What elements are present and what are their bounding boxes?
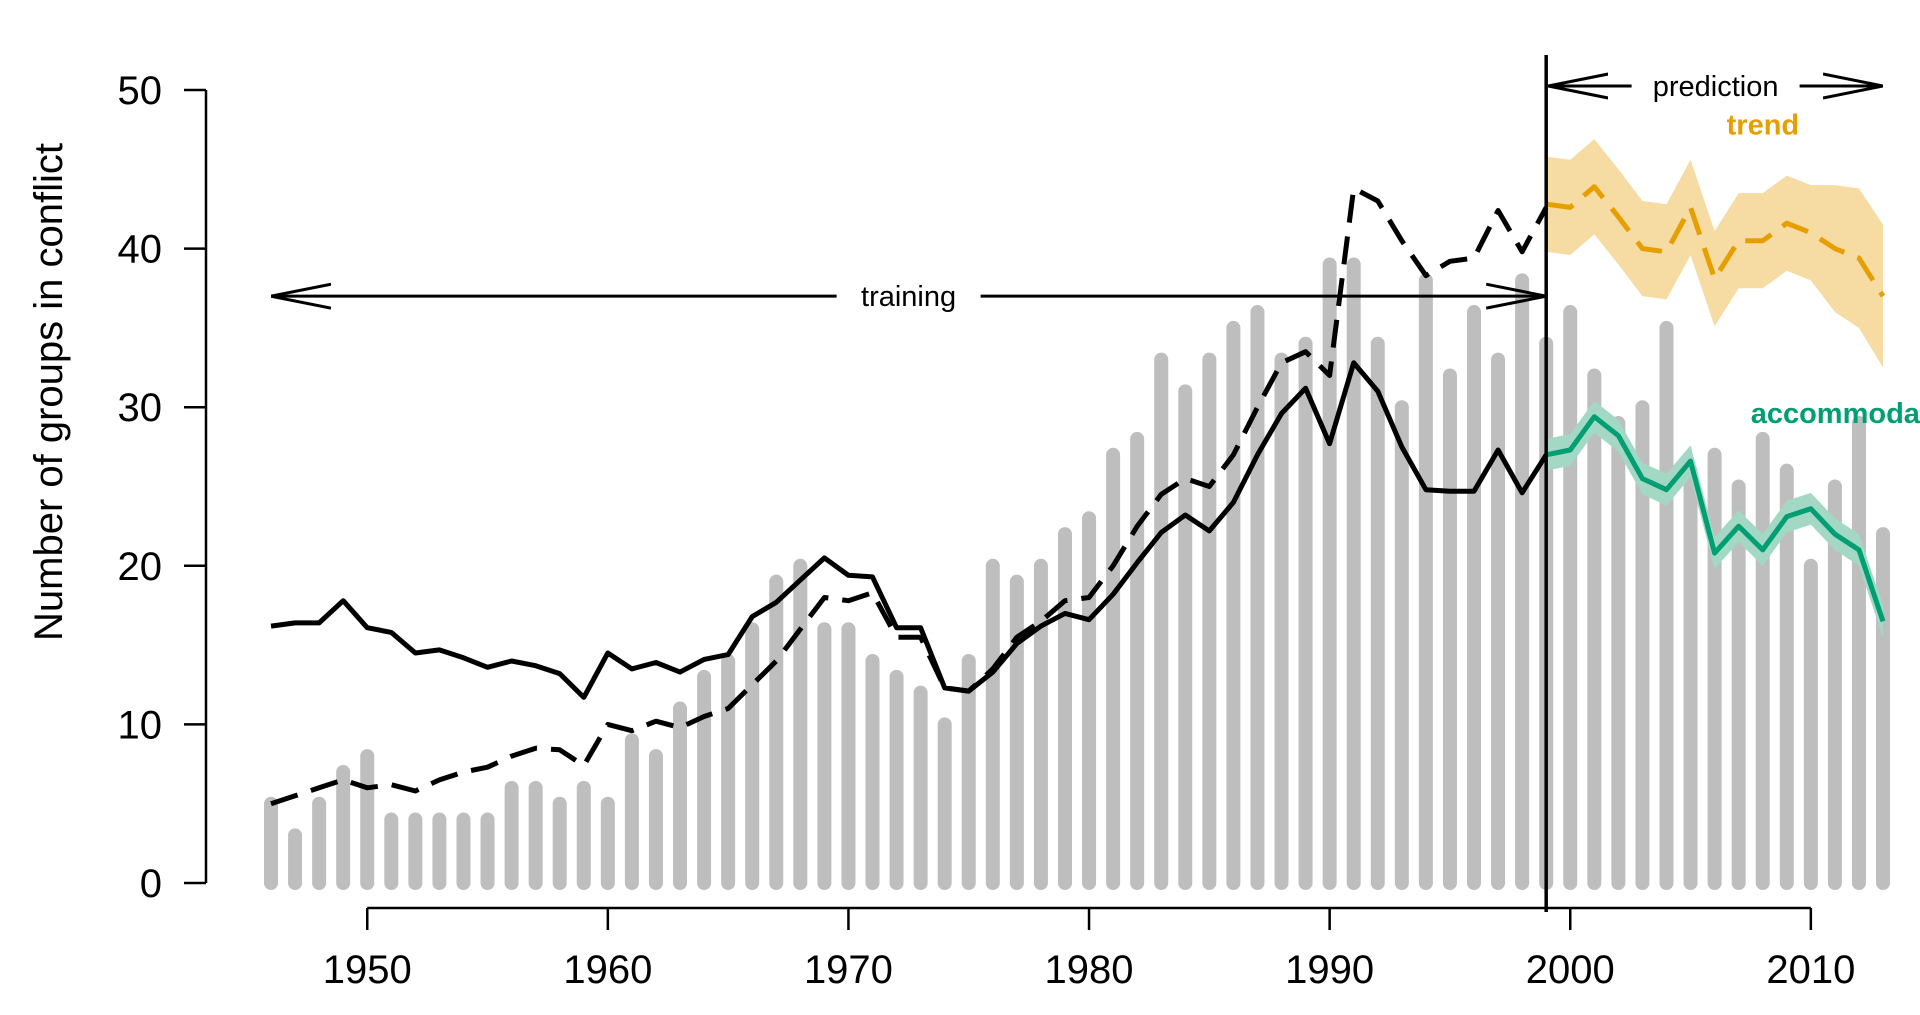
training-solid-line (270, 360, 1549, 700)
x-tick-label-2000: 2000 (1526, 948, 1615, 992)
y-tick-label-40: 40 (118, 228, 163, 272)
accommodation-line (1545, 414, 1886, 623)
axes-layer: 0 10 20 30 40 50 1950 1960 1970 1980 1990 2000 2010 (118, 69, 1856, 992)
x-tick-label-2010: 2010 (1766, 948, 1855, 992)
trend-band (1546, 139, 1884, 368)
bars-layer (264, 257, 1891, 890)
y-tick-label-50: 50 (118, 69, 163, 113)
y-tick-label-20: 20 (118, 545, 163, 589)
y-tick-label-0: 0 (140, 862, 162, 906)
x-tick-label-1960: 1960 (563, 948, 652, 992)
y-axis-title: Number of groups in conflict (27, 143, 71, 641)
series-lines-layer (270, 184, 1886, 807)
y-tick-label-10: 10 (118, 703, 163, 747)
trend-line (1545, 184, 1886, 298)
x-tick-label-1950: 1950 (323, 948, 412, 992)
trend-series-label: trend (1727, 109, 1800, 141)
y-tick-label-30: 30 (118, 386, 163, 430)
prediction-label: prediction (1653, 71, 1779, 103)
training-label: training (861, 281, 956, 313)
x-tick-label-1980: 1980 (1045, 948, 1134, 992)
accommodation-series-label: accommodation (1751, 398, 1920, 430)
training-dashed-line (270, 185, 1549, 807)
annotations-layer: training prediction trend accommodation (271, 55, 1920, 912)
x-tick-label-1970: 1970 (804, 948, 893, 992)
x-tick-label-1990: 1990 (1285, 948, 1374, 992)
